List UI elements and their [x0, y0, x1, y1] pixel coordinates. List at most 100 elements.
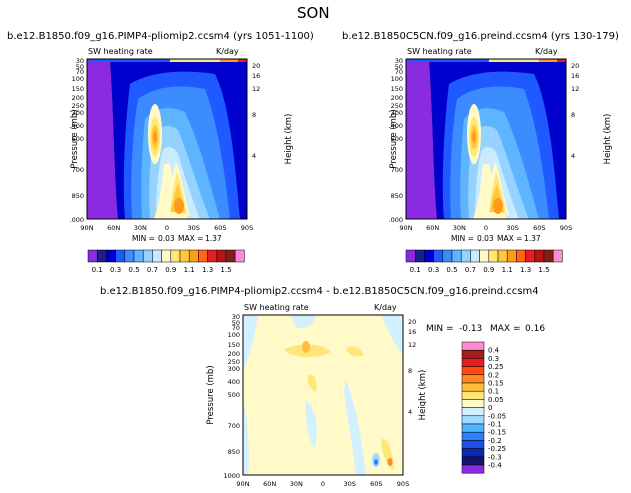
right-h-tick: 20 [571, 62, 579, 70]
right-colorbar-swatch [516, 249, 526, 263]
left-plot-title: b.e12.B1850.f09_g16.PIMP4-pliomip2.ccsm4… [7, 31, 314, 42]
right-colorbar-swatch [424, 249, 434, 263]
left-colorbar-label: 1.3 [202, 266, 213, 274]
left-colorbar-swatch [170, 249, 181, 263]
left-x-tick: 30S [187, 224, 199, 232]
diff-colorbar-label: 0.15 [488, 380, 504, 388]
diff-p-tick: 70 [232, 324, 240, 332]
diff-colorbar-label: -0.3 [488, 453, 502, 461]
right-colorbar-label: 1.5 [538, 266, 549, 274]
diff-colorbar-swatch [461, 349, 485, 359]
left-colorbar-swatch [161, 249, 172, 263]
left-x-tick: 60S [214, 224, 226, 232]
diff-p-tick: 250 [228, 358, 240, 366]
right-plot-title: b.e12.B1850C5CN.f09_g16.preind.ccsm4 (yr… [342, 31, 619, 42]
right-x-tick: 90S [560, 224, 572, 232]
left-colorbar: 0.1 0.3 0.5 0.7 0.9 1.1 1.3 1.5 [87, 249, 245, 274]
right-p-tick: 250 [391, 102, 403, 110]
left-max-label: MAX = [178, 234, 203, 243]
right-h-tick: 12 [571, 85, 579, 93]
diff-colorbar-label: 0.05 [488, 396, 504, 404]
left-contour-panel: SW heating rate K/day 90N 60N 30N 0 30S … [70, 47, 294, 243]
diff-p-tick: 50 [232, 319, 240, 327]
left-p-tick: 250 [72, 102, 84, 110]
right-p-tick: 1000 [389, 216, 403, 224]
diff-h-tick: 20 [408, 318, 416, 326]
right-colorbar-swatch [460, 249, 471, 263]
right-p-tick: 100 [391, 75, 403, 83]
diff-colorbar-swatch [461, 382, 485, 392]
right-p-tick: 500 [391, 135, 403, 143]
diff-h-tick: 12 [408, 341, 416, 349]
left-x-tick: 90N [80, 224, 93, 232]
left-p-tick: 150 [72, 85, 84, 93]
left-x-tick: 30N [134, 224, 147, 232]
left-p-tick: 70 [76, 68, 84, 76]
left-p-tick: 30 [76, 57, 84, 65]
left-colorbar-label: 1.1 [184, 266, 195, 274]
diff-colorbar-label: 0.2 [488, 371, 499, 379]
diff-colorbar-swatch [461, 464, 485, 474]
right-colorbar-swatch [506, 249, 517, 263]
diff-colorbar-label: -0.15 [488, 429, 506, 437]
diff-p-tick: 150 [228, 341, 240, 349]
left-colorbar-swatch [207, 249, 218, 263]
right-colorbar-swatch [470, 249, 480, 263]
right-p-tick: 200 [391, 94, 403, 102]
left-colorbar-label: 0.5 [128, 266, 139, 274]
right-x-tick: 90N [399, 224, 412, 232]
left-colorbar-swatch [216, 249, 227, 263]
diff-h-tick: 16 [408, 328, 416, 336]
diff-heatmap-field [243, 315, 403, 475]
right-colorbar-swatch [534, 249, 545, 263]
diff-colorbar-label: -0.05 [488, 412, 506, 420]
diff-colorbar-label: -0.1 [488, 421, 502, 429]
diff-colorbar-swatch [461, 456, 485, 466]
diff-colorbar-label: 0.3 [488, 355, 499, 363]
left-colorbar-swatch [179, 249, 190, 263]
right-h-tick: 8 [571, 111, 575, 119]
left-y2-axis-label: Height (km) [284, 114, 294, 165]
right-min-label: MIN = [451, 234, 474, 243]
diff-colorbar-swatch [461, 415, 485, 425]
left-h-tick: 20 [252, 62, 260, 70]
diff-p-tick: 400 [228, 378, 240, 386]
diff-plot-title: b.e12.B1850.f09_g16.PIMP4-pliomip2.ccsm4… [100, 286, 539, 297]
diff-p-tick: 700 [228, 422, 240, 430]
diff-p-tick: 850 [228, 448, 240, 456]
diff-x-tick: 90N [236, 480, 249, 488]
left-colorbar-swatch [198, 249, 208, 263]
right-colorbar-swatch [552, 249, 563, 263]
left-x-tick: 0 [165, 224, 169, 232]
left-colorbar-label: 0.7 [147, 266, 158, 274]
right-x-tick: 60N [426, 224, 439, 232]
left-colorbar-label: 0.3 [110, 266, 121, 274]
left-h-tick: 8 [252, 111, 256, 119]
right-max-value: 1.37 [524, 234, 541, 243]
right-y-axis-label: Pressure (mb) [389, 109, 399, 168]
left-variable-label: SW heating rate [88, 47, 153, 56]
diff-max-label: MAX = [490, 324, 521, 334]
diff-x-tick: 60N [263, 480, 276, 488]
left-p-tick: 700 [72, 166, 84, 174]
right-colorbar-swatch [414, 249, 425, 263]
diff-h-tick: 4 [408, 408, 412, 416]
diff-x-tick: 30S [343, 480, 355, 488]
diff-colorbar-swatch [461, 390, 485, 400]
left-min-label: MIN = [132, 234, 155, 243]
left-p-tick: 850 [72, 192, 84, 200]
left-p-tick: 1000 [70, 216, 84, 224]
diff-x-tick: 90S [397, 480, 409, 488]
left-p-tick: 50 [76, 63, 84, 71]
right-colorbar-label: 0.7 [465, 266, 476, 274]
diff-colorbar-swatch [461, 440, 485, 449]
right-p-tick: 50 [395, 63, 403, 71]
right-colorbar-label: 1.1 [502, 266, 513, 274]
left-h-tick: 12 [252, 85, 260, 93]
diff-x-tick: 30N [290, 480, 303, 488]
right-y2-axis-label: Height (km) [603, 114, 613, 165]
right-p-tick: 400 [391, 122, 403, 130]
diff-colorbar-swatch [461, 407, 485, 417]
diff-x-tick: 60S [370, 480, 382, 488]
left-p-tick: 500 [72, 135, 84, 143]
